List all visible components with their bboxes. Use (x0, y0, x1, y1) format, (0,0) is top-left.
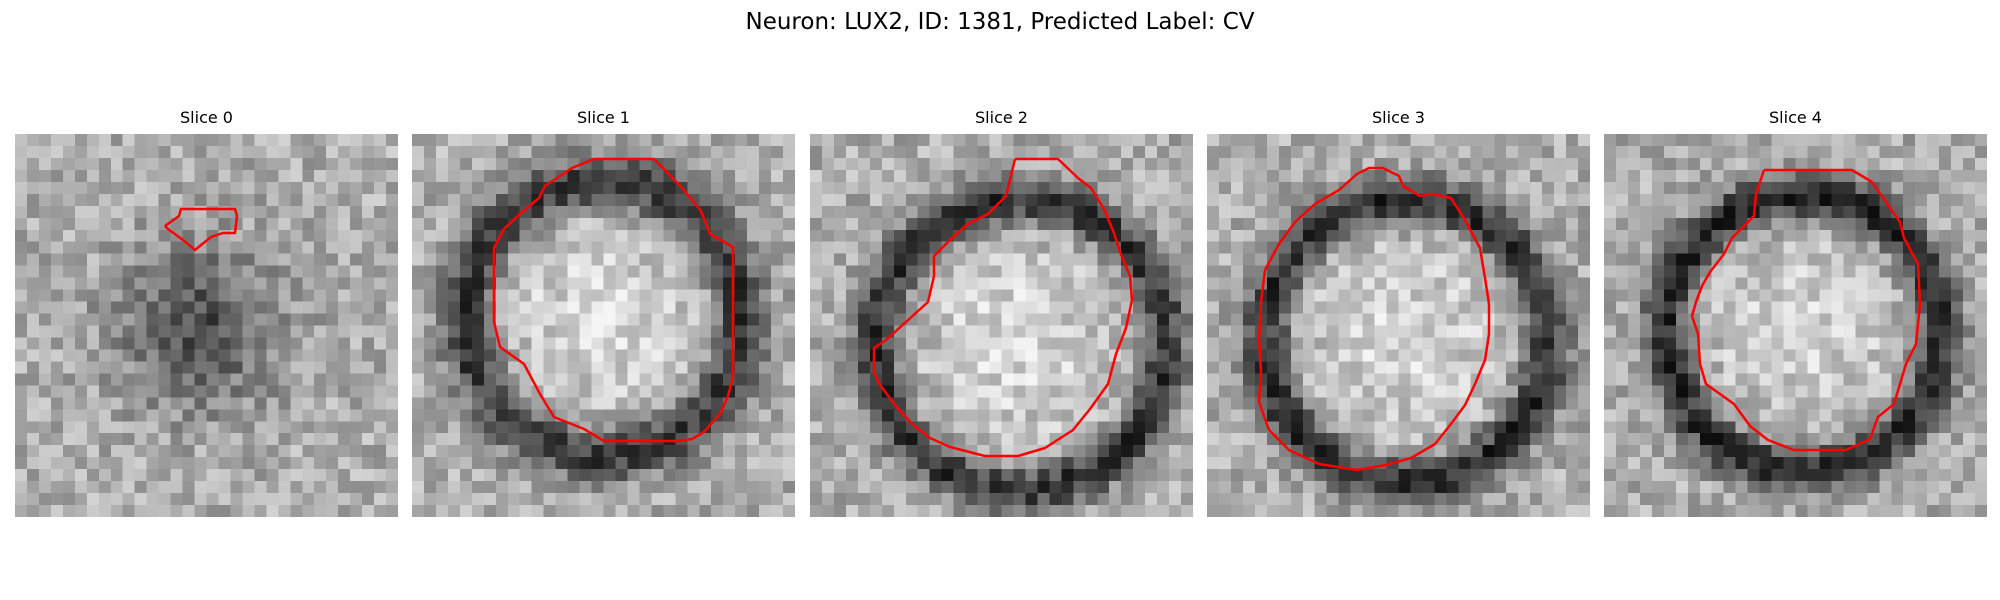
slice-panel-3: Slice 3 (1207, 108, 1590, 517)
slice-pixels-2 (810, 134, 1193, 517)
slice-image-3 (1207, 134, 1590, 517)
segmentation-contour-1 (492, 157, 735, 443)
segmentation-contour-3 (1257, 166, 1491, 472)
slice-image-1 (412, 134, 795, 517)
slice-panel-2: Slice 2 (810, 108, 1193, 517)
slice-image-4 (1604, 134, 1987, 517)
segmentation-contour-4 (1690, 168, 1922, 452)
segmentation-contour-2 (872, 157, 1134, 458)
segmentation-contour-0 (164, 207, 239, 252)
slice-pixels-1 (412, 134, 795, 517)
slice-title-3: Slice 3 (1372, 108, 1425, 127)
slice-title-4: Slice 4 (1769, 108, 1822, 127)
slice-pixels-3 (1207, 134, 1590, 517)
slice-title-0: Slice 0 (180, 108, 233, 127)
slice-title-1: Slice 1 (577, 108, 630, 127)
slice-panel-0: Slice 0 (15, 108, 398, 517)
slice-panel-1: Slice 1 (412, 108, 795, 517)
slice-pixels-0 (15, 134, 398, 517)
slice-title-2: Slice 2 (975, 108, 1028, 127)
figure-title: Neuron: LUX2, ID: 1381, Predicted Label:… (745, 9, 1255, 35)
slice-image-0 (15, 134, 398, 517)
slice-panel-4: Slice 4 (1604, 108, 1987, 517)
slice-image-2 (810, 134, 1193, 517)
slice-pixels-4 (1604, 134, 1987, 517)
